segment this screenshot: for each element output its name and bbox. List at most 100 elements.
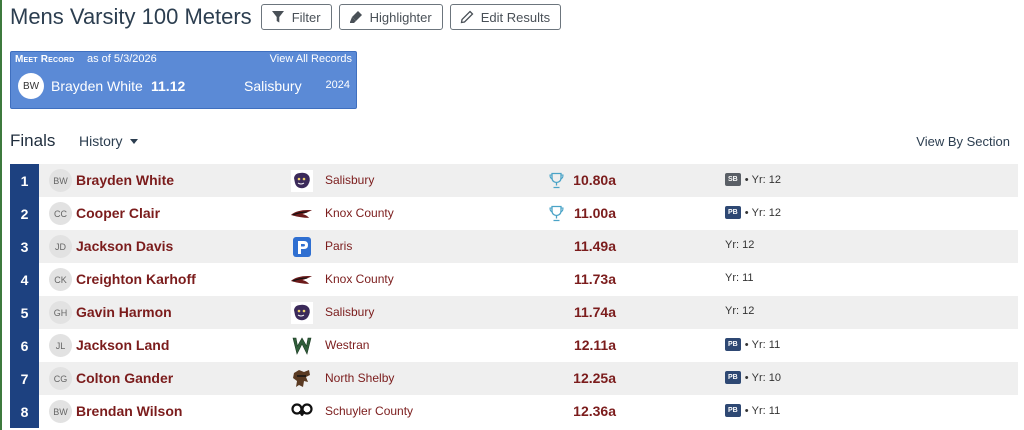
athlete-name-link[interactable]: Brayden White [76,172,175,188]
athlete-name-link[interactable]: Brendan Wilson [76,403,183,419]
meet-record-label: Meet Record [15,54,75,65]
trophy-icon [549,172,564,189]
view-all-records-link[interactable]: View All Records [269,53,352,65]
athlete-year: Yr: 12 [725,239,755,251]
team-name-link[interactable]: Schuyler County [325,404,414,418]
athlete-year: Yr: 12 [751,173,782,186]
bullet-separator: • [744,371,752,384]
result-mark: 11.73a [573,271,616,287]
highlighter-button[interactable]: Highlighter [338,4,443,30]
table-row: 7 CG Colton Gander North Shelby 12.25a PB • Yr… [10,362,1018,395]
filter-button[interactable]: Filter [260,4,332,30]
athlete-name-link[interactable]: Cooper Clair [76,205,161,221]
result-mark: 10.80a [573,172,616,188]
result-mark: 12.11a [573,337,616,353]
bullet-separator: • [744,173,752,186]
year-info: Yr: 11 [725,272,754,284]
year-info: SB • Yr: 12 [725,173,781,186]
knox-county-eagle-logo [290,202,313,225]
pb-badge: PB [725,371,741,384]
place-number: 1 [10,164,39,197]
place-number: 3 [10,230,39,263]
avatar: BW [49,169,72,192]
record-mark: 11.12 [151,78,186,94]
view-by-section-link[interactable]: View By Section [916,134,1010,149]
year-info: PB • Yr: 11 [725,338,780,351]
team-name-link[interactable]: Salisbury [325,173,375,187]
highlighter-icon [348,9,364,25]
table-row: 5 GH Gavin Harmon Salisbury 11.74a Yr: 12 [10,296,1018,329]
athlete-year: Yr: 11 [751,338,781,351]
meet-record-card: Meet Record as of 5/3/2026 View All Reco… [10,51,357,109]
schuyler-county-ram-logo [290,400,313,423]
salisbury-panther-logo [290,301,313,324]
athlete-name-link[interactable]: Jackson Land [76,337,170,353]
athlete-name-link[interactable]: Jackson Davis [76,238,174,254]
year-info: PB • Yr: 12 [725,206,781,219]
left-edge-bar [0,0,2,430]
place-number: 7 [10,362,39,395]
place-number: 4 [10,263,39,296]
avatar: BW [49,400,72,423]
team-name-link[interactable]: Salisbury [325,305,375,319]
year-info: PB • Yr: 10 [725,371,781,384]
avatar: JL [49,334,72,357]
avatar: JD [49,235,72,258]
record-team[interactable]: Salisbury [244,78,302,94]
section-title: Finals [10,131,56,150]
avatar: BW [18,73,44,99]
table-row: 4 CK Creighton Karhoff Knox County 11.73a Yr:… [10,263,1018,296]
result-mark: 12.36a [573,403,616,419]
caret-down-icon [129,138,138,144]
pb-badge: PB [725,338,741,351]
pb-badge: PB [725,206,741,219]
result-mark: 11.74a [573,304,616,320]
athlete-name-link[interactable]: Creighton Karhoff [76,271,196,287]
westran-w-logo [290,334,313,357]
athlete-year: Yr: 10 [751,371,782,384]
avatar: GH [49,301,72,324]
athlete-name-link[interactable]: Gavin Harmon [76,304,172,320]
year-info: PB • Yr: 11 [725,404,780,417]
page-header: Mens Varsity 100 Meters Filter Highlight… [10,2,568,32]
athlete-year: Yr: 12 [751,206,782,219]
place-number: 8 [10,395,39,428]
result-mark: 11.00a [573,205,616,221]
table-row: 1 BW Brayden White Salisbury 10.80a SB • Yr: 1… [10,164,1018,197]
record-year: 2024 [325,79,350,91]
table-row: 2 CC Cooper Clair Knox County 11.00a PB • Yr: … [10,197,1018,230]
table-row: 6 JL Jackson Land Westran 12.11a PB • Yr: 11 [10,329,1018,362]
bullet-separator: • [744,338,752,351]
team-name-link[interactable]: Knox County [325,206,394,220]
team-name-link[interactable]: Paris [325,239,353,253]
north-shelby-raider-logo [290,367,313,390]
result-mark: 12.25a [573,370,616,386]
record-holder-name[interactable]: Brayden White [51,78,143,94]
team-name-link[interactable]: Knox County [325,272,394,286]
table-row: 3 JD Jackson Davis Paris 11.49a Yr: 12 [10,230,1018,263]
trophy-icon [549,205,564,222]
place-number: 6 [10,329,39,362]
salisbury-panther-logo [290,169,313,192]
place-number: 5 [10,296,39,329]
pencil-icon [459,9,475,25]
knox-county-eagle-logo [290,268,313,291]
history-label: History [79,133,123,149]
bullet-separator: • [744,404,752,417]
pb-badge: PB [725,404,741,417]
athlete-year: Yr: 11 [725,272,754,284]
team-name-link[interactable]: North Shelby [325,371,395,385]
history-dropdown[interactable]: History [79,133,138,149]
avatar: CG [49,367,72,390]
filter-icon [270,9,286,25]
sb-badge: SB [725,173,741,186]
place-number: 2 [10,197,39,230]
meet-record-date: as of 5/3/2026 [87,53,157,65]
edit-results-button[interactable]: Edit Results [449,4,562,30]
team-name-link[interactable]: Westran [325,338,370,352]
edit-results-button-label: Edit Results [480,9,551,25]
avatar: CK [49,268,72,291]
athlete-year: Yr: 12 [725,305,755,317]
athlete-name-link[interactable]: Colton Gander [76,370,174,386]
avatar: CC [49,202,72,225]
